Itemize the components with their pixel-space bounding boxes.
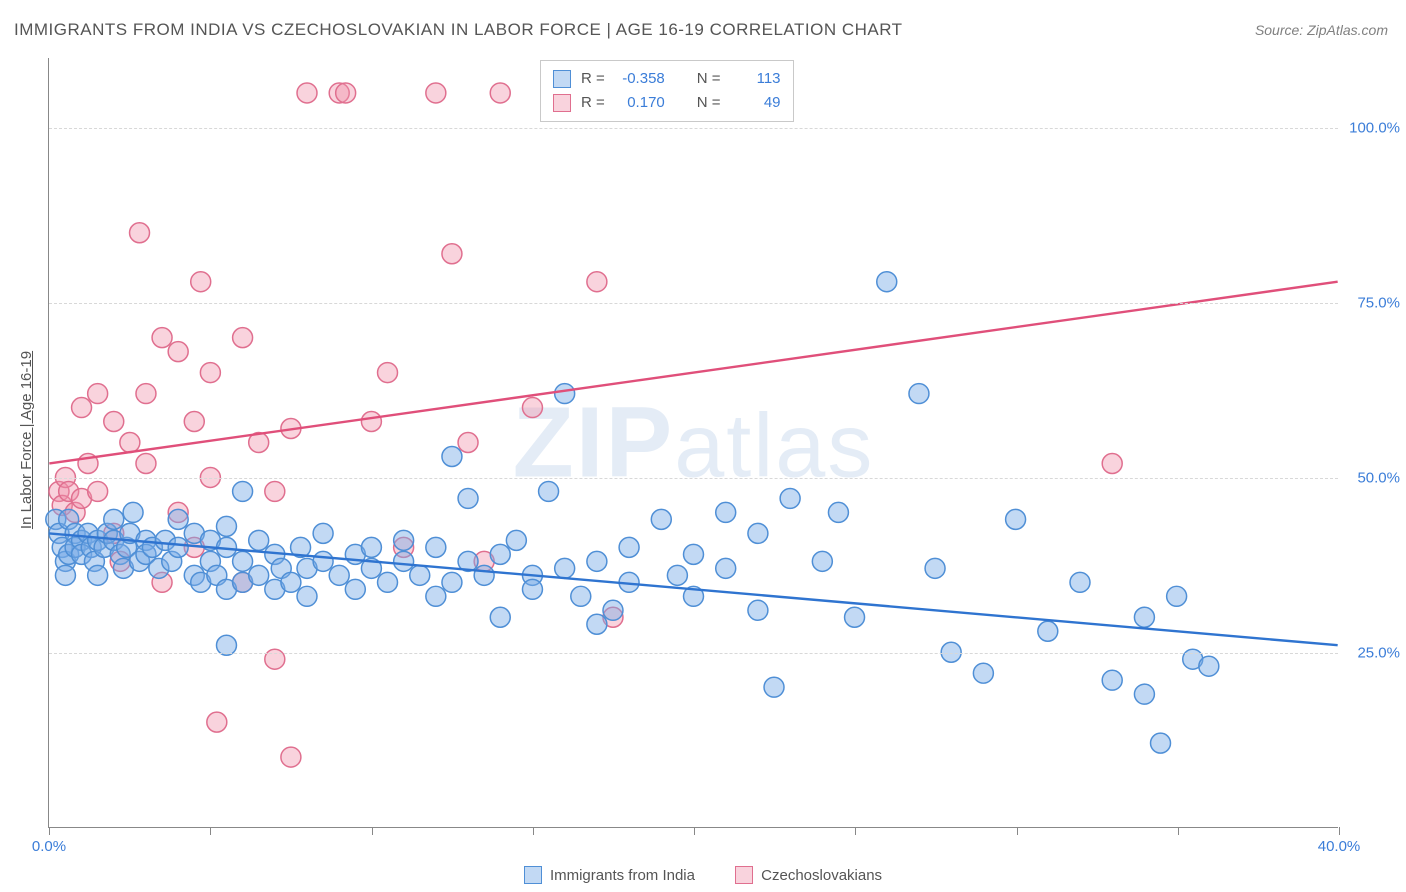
ytick-label: 75.0% [1357, 295, 1400, 312]
source-label: Source: ZipAtlas.com [1255, 22, 1388, 38]
xtick-label: 0.0% [32, 838, 66, 855]
legend-swatch-czech [553, 94, 571, 112]
legend-stats-row-india: R = -0.358 N = 113 [553, 67, 781, 91]
legend-series: Immigrants from India Czechoslovakians [0, 866, 1406, 888]
legend-n-india: 113 [731, 67, 781, 91]
legend-r-label: R = [581, 91, 605, 115]
legend-r-india: -0.358 [615, 67, 665, 91]
ytick-label: 100.0% [1349, 120, 1400, 137]
legend-stats: R = -0.358 N = 113 R = 0.170 N = 49 [540, 60, 794, 122]
plot-area: ZIPatlas 25.0%50.0%75.0%100.0%0.0%40.0% [48, 58, 1338, 828]
chart-title: IMMIGRANTS FROM INDIA VS CZECHOSLOVAKIAN… [14, 20, 903, 40]
chart-container: IMMIGRANTS FROM INDIA VS CZECHOSLOVAKIAN… [0, 0, 1406, 892]
legend-r-label: R = [581, 67, 605, 91]
legend-swatch-czech [735, 866, 753, 884]
y-axis-label: In Labor Force | Age 16-19 [18, 351, 35, 529]
legend-n-label: N = [697, 91, 721, 115]
plot-svg [49, 58, 1338, 827]
legend-n-label: N = [697, 67, 721, 91]
ytick-label: 25.0% [1357, 645, 1400, 662]
legend-swatch-india [553, 70, 571, 88]
legend-item-czech: Czechoslovakians [735, 866, 882, 884]
xtick-label: 40.0% [1318, 838, 1361, 855]
legend-label-india: Immigrants from India [550, 867, 695, 884]
legend-swatch-india [524, 866, 542, 884]
legend-item-india: Immigrants from India [524, 866, 695, 884]
legend-r-czech: 0.170 [615, 91, 665, 115]
legend-stats-row-czech: R = 0.170 N = 49 [553, 91, 781, 115]
legend-n-czech: 49 [731, 91, 781, 115]
ytick-label: 50.0% [1357, 470, 1400, 487]
legend-label-czech: Czechoslovakians [761, 867, 882, 884]
